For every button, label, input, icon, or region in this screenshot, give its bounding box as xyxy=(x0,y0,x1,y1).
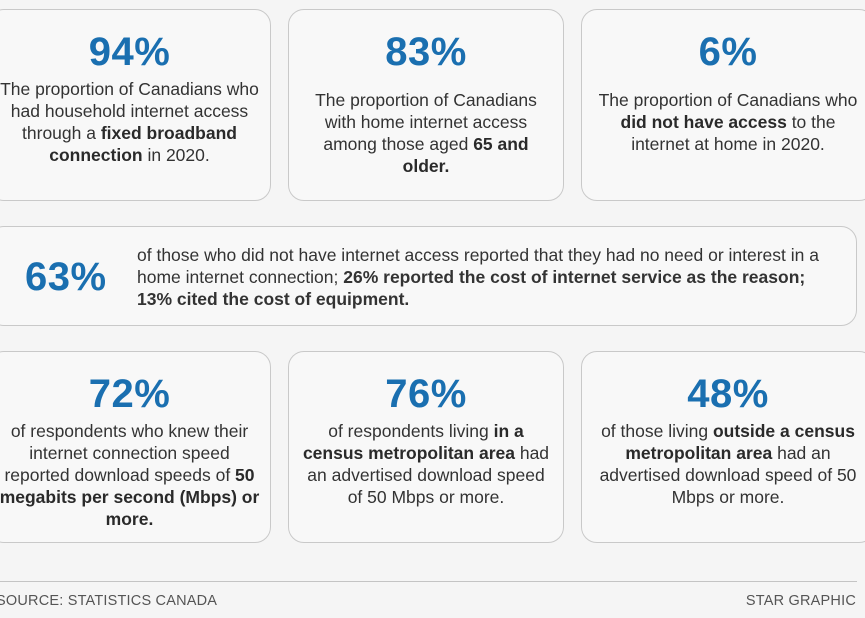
stat-card-metro: 76% of respondents living in a census me… xyxy=(288,351,564,543)
stat-value: 94% xyxy=(88,30,171,74)
stat-description: of those living outside a census metropo… xyxy=(599,421,857,507)
stat-description: The proportion of Canadians who did not … xyxy=(598,90,858,154)
stat-value: 76% xyxy=(385,372,467,416)
source-credit: SOURCE: STATISTICS CANADA xyxy=(0,593,218,609)
graphic-credit: STAR GRAPHIC xyxy=(745,593,856,609)
stat-card-no-access: 6% The proportion of Canadians who did n… xyxy=(581,9,865,201)
stat-card-broadband: 94% The proportion of Canadians who had … xyxy=(0,9,271,201)
stat-description: of those who did not have internet acces… xyxy=(137,245,819,309)
stat-value: 83% xyxy=(385,30,467,74)
stat-description: of respondents living in a census metrop… xyxy=(302,421,550,507)
stat-card-download-speed: 72% of respondents who knew their intern… xyxy=(0,351,271,543)
stat-card-outside-metro: 48% of those living outside a census met… xyxy=(581,351,865,543)
stat-card-seniors: 83% The proportion of Canadians with hom… xyxy=(288,9,564,201)
stat-value: 63% xyxy=(25,255,107,299)
stat-value: 72% xyxy=(88,372,171,416)
stat-value: 48% xyxy=(687,372,769,416)
stat-card-no-need: 63% of those who did not have internet a… xyxy=(0,226,857,326)
stat-description: of respondents who knew their internet c… xyxy=(0,421,260,529)
stat-value: 6% xyxy=(698,30,758,74)
footer-divider xyxy=(0,581,857,582)
stat-description: The proportion of Canadians with home in… xyxy=(315,90,537,176)
stat-description: The proportion of Canadians who had hous… xyxy=(0,79,259,165)
